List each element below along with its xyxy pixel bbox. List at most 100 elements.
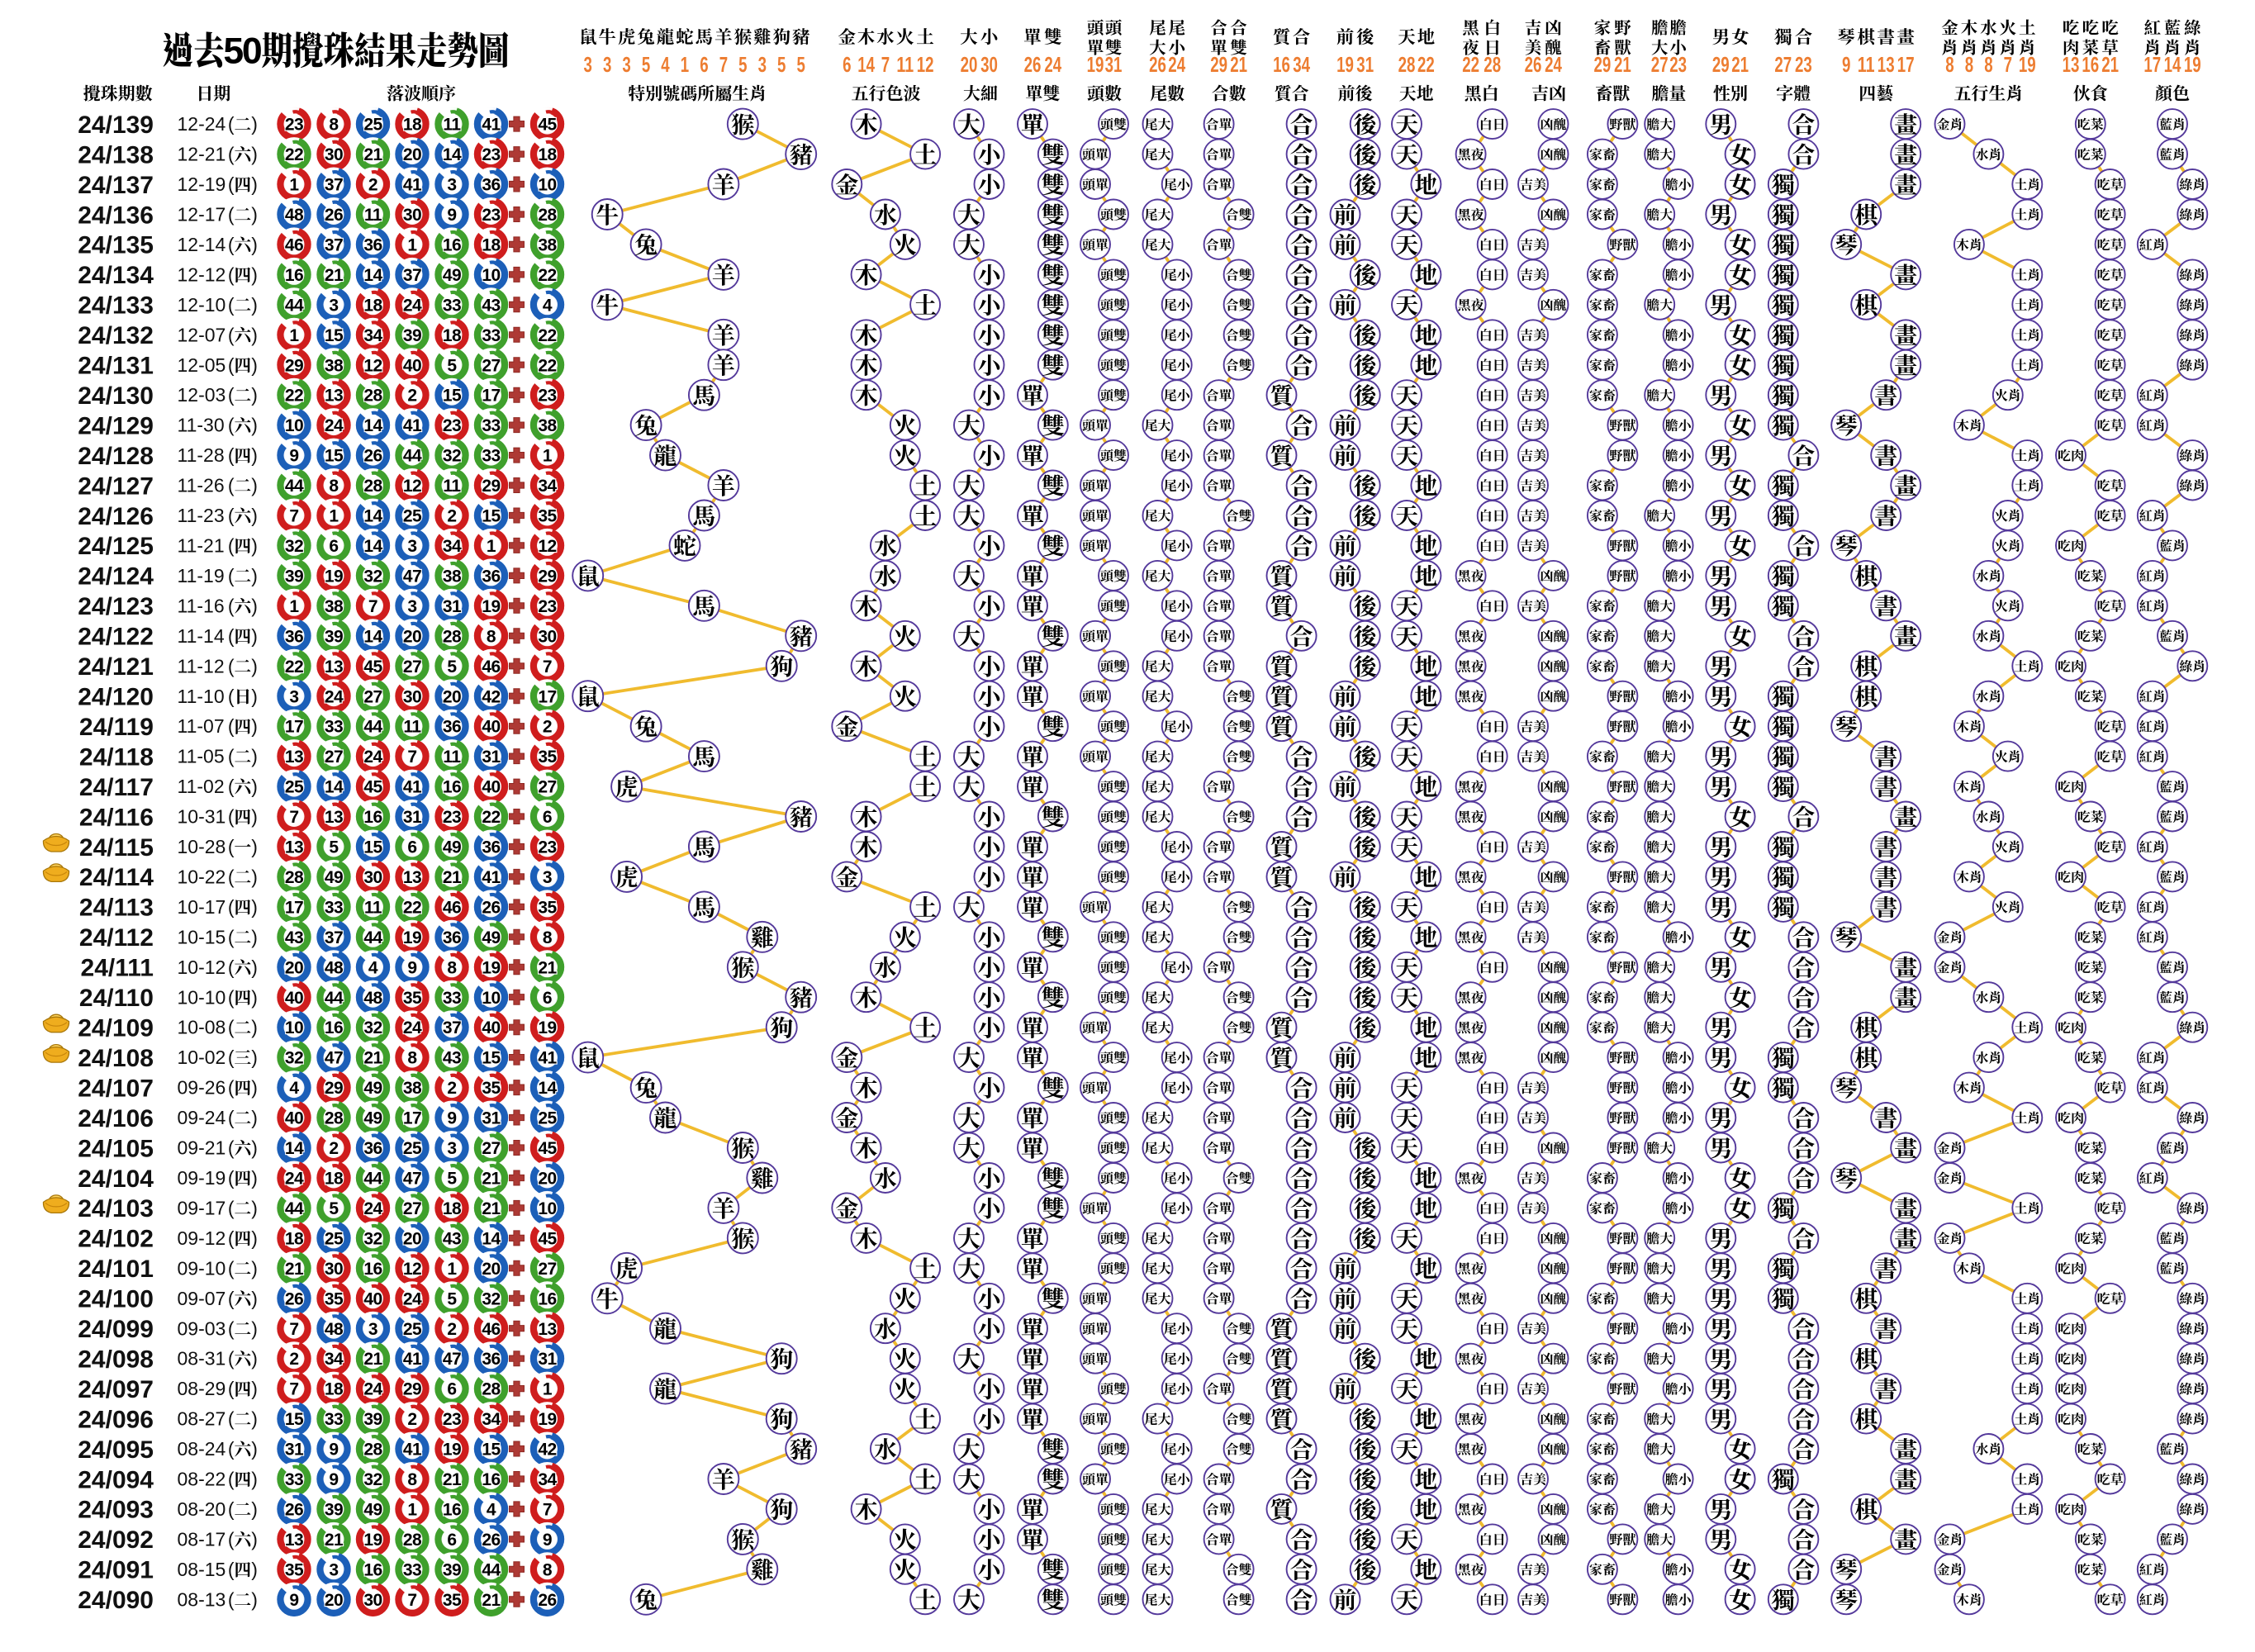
svg-text:34: 34 bbox=[1293, 52, 1310, 77]
svg-text:24/103: 24/103 bbox=[78, 1195, 154, 1222]
svg-text:(: ( bbox=[228, 1047, 235, 1068]
svg-text:7: 7 bbox=[719, 52, 728, 77]
svg-text:10: 10 bbox=[285, 1018, 303, 1037]
svg-text:17: 17 bbox=[285, 898, 303, 917]
svg-text:30: 30 bbox=[363, 868, 382, 887]
svg-text:24/108: 24/108 bbox=[78, 1045, 154, 1072]
svg-text:40: 40 bbox=[482, 778, 500, 797]
svg-text:): ) bbox=[251, 113, 258, 135]
svg-text:31: 31 bbox=[285, 1441, 304, 1460]
svg-text:8: 8 bbox=[487, 627, 496, 646]
svg-text:24/097: 24/097 bbox=[78, 1376, 154, 1403]
svg-text:20: 20 bbox=[285, 958, 303, 977]
svg-text:16: 16 bbox=[443, 778, 461, 797]
svg-text:21: 21 bbox=[325, 266, 344, 285]
svg-text:): ) bbox=[251, 294, 258, 316]
svg-text:18: 18 bbox=[403, 116, 422, 135]
svg-text:8: 8 bbox=[1984, 52, 1992, 77]
svg-text:15: 15 bbox=[325, 326, 344, 345]
svg-text:(: ( bbox=[228, 234, 235, 255]
svg-text:38: 38 bbox=[403, 1079, 422, 1098]
svg-text:24: 24 bbox=[325, 416, 344, 435]
svg-text:30: 30 bbox=[325, 1260, 343, 1279]
svg-text:7: 7 bbox=[289, 1380, 298, 1399]
svg-text:13: 13 bbox=[325, 387, 343, 406]
svg-text:3: 3 bbox=[329, 1560, 338, 1579]
svg-text:5: 5 bbox=[797, 52, 805, 77]
svg-text:24: 24 bbox=[403, 1018, 422, 1037]
svg-text:24/094: 24/094 bbox=[78, 1466, 154, 1493]
svg-text:09-17: 09-17 bbox=[178, 1198, 226, 1219]
svg-text:15: 15 bbox=[443, 387, 462, 406]
svg-text:(: ( bbox=[228, 625, 235, 647]
svg-text:20: 20 bbox=[403, 627, 421, 646]
svg-text:16: 16 bbox=[1273, 52, 1290, 77]
svg-text:19: 19 bbox=[538, 1410, 556, 1429]
svg-text:20: 20 bbox=[403, 1229, 421, 1248]
svg-text:): ) bbox=[251, 1348, 258, 1370]
svg-text:41: 41 bbox=[403, 1441, 422, 1460]
svg-text:): ) bbox=[251, 1469, 258, 1490]
svg-text:11: 11 bbox=[364, 898, 382, 917]
svg-text:3: 3 bbox=[407, 537, 416, 556]
svg-text:(: ( bbox=[228, 1469, 235, 1490]
svg-text:41: 41 bbox=[482, 868, 501, 887]
svg-text:24/093: 24/093 bbox=[78, 1497, 154, 1524]
svg-text:24/120: 24/120 bbox=[78, 684, 154, 711]
svg-text:(: ( bbox=[228, 294, 235, 316]
svg-text:2: 2 bbox=[407, 387, 416, 406]
svg-text:(: ( bbox=[228, 1107, 235, 1128]
svg-text:): ) bbox=[251, 776, 258, 797]
svg-text:11: 11 bbox=[364, 206, 382, 225]
svg-text:26: 26 bbox=[1525, 52, 1542, 77]
svg-text:40: 40 bbox=[403, 356, 421, 375]
svg-text:12: 12 bbox=[917, 52, 934, 77]
svg-text:(: ( bbox=[228, 1077, 235, 1099]
svg-text:24/128: 24/128 bbox=[78, 443, 154, 470]
svg-text:22: 22 bbox=[482, 808, 500, 827]
svg-text:35: 35 bbox=[538, 507, 557, 526]
svg-text:5: 5 bbox=[329, 838, 339, 857]
svg-text:12-24: 12-24 bbox=[178, 113, 226, 135]
svg-text:24: 24 bbox=[1168, 52, 1185, 77]
svg-text:10: 10 bbox=[538, 1199, 556, 1218]
svg-text:24/117: 24/117 bbox=[79, 774, 154, 801]
svg-text:9: 9 bbox=[289, 1591, 298, 1610]
svg-text:(: ( bbox=[228, 957, 235, 978]
svg-text:25: 25 bbox=[325, 1229, 344, 1248]
svg-text:1: 1 bbox=[407, 236, 417, 255]
svg-text:24/135: 24/135 bbox=[78, 232, 154, 259]
svg-text:14: 14 bbox=[285, 1139, 304, 1158]
svg-text:6: 6 bbox=[447, 1531, 456, 1550]
svg-text:45: 45 bbox=[538, 1229, 557, 1248]
svg-text:17: 17 bbox=[285, 718, 303, 737]
svg-text:10-22: 10-22 bbox=[178, 866, 226, 888]
svg-text:26: 26 bbox=[285, 1501, 303, 1520]
svg-text:09-07: 09-07 bbox=[178, 1288, 226, 1309]
svg-text:(: ( bbox=[228, 866, 235, 888]
svg-text:09-03: 09-03 bbox=[178, 1317, 226, 1339]
svg-text:24/092: 24/092 bbox=[78, 1526, 154, 1554]
svg-text:): ) bbox=[251, 1047, 258, 1068]
svg-text:24/127: 24/127 bbox=[78, 472, 154, 500]
svg-text:): ) bbox=[251, 1438, 258, 1460]
svg-text:30: 30 bbox=[363, 1591, 382, 1610]
svg-text:(: ( bbox=[228, 986, 235, 1008]
svg-text:11-23: 11-23 bbox=[178, 505, 225, 526]
svg-text:08-29: 08-29 bbox=[178, 1378, 226, 1399]
svg-text:7: 7 bbox=[289, 1320, 298, 1339]
svg-text:): ) bbox=[251, 1288, 258, 1309]
svg-text:24: 24 bbox=[403, 1289, 422, 1308]
svg-text:): ) bbox=[251, 1317, 258, 1339]
svg-text:24/126: 24/126 bbox=[78, 503, 154, 530]
svg-text:14: 14 bbox=[443, 145, 462, 164]
svg-text:2: 2 bbox=[447, 1079, 456, 1098]
svg-text:36: 36 bbox=[363, 1139, 382, 1158]
svg-text:26: 26 bbox=[482, 898, 500, 917]
svg-text:28: 28 bbox=[482, 1380, 501, 1399]
svg-text:30: 30 bbox=[403, 206, 421, 225]
svg-text:40: 40 bbox=[285, 1109, 303, 1128]
svg-text:21: 21 bbox=[363, 1049, 382, 1068]
svg-text:33: 33 bbox=[482, 447, 500, 466]
svg-text:): ) bbox=[251, 866, 258, 888]
